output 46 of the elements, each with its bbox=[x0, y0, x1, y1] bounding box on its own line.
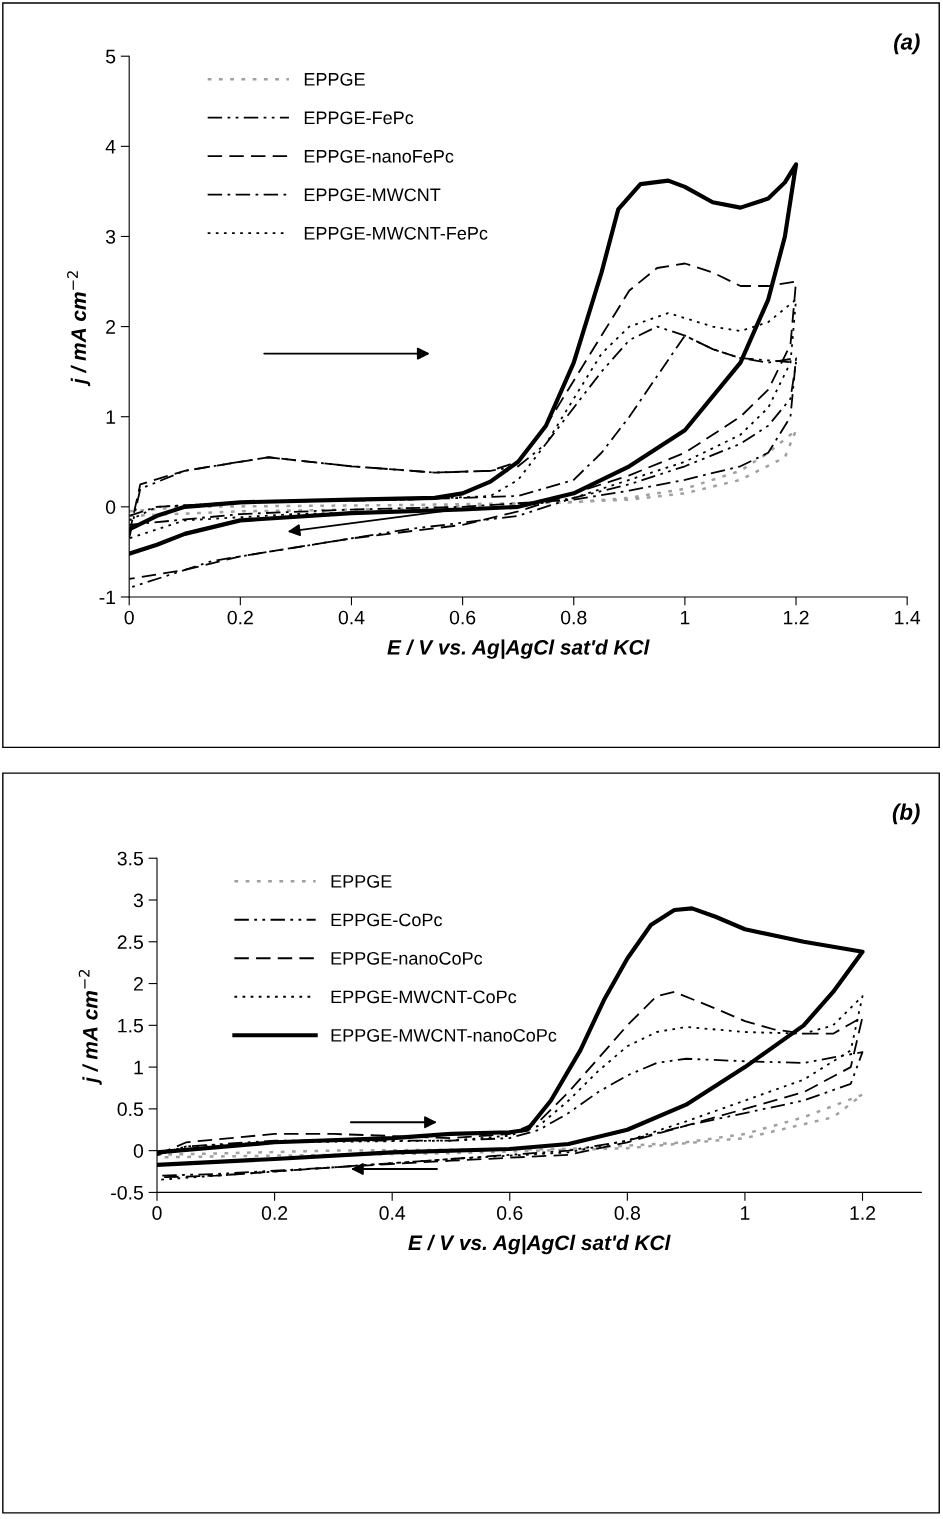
x-tick-label: 0.8 bbox=[614, 1206, 641, 1220]
legend-label: EPPGE bbox=[304, 72, 365, 86]
y-tick-label: 2 bbox=[106, 320, 116, 334]
y-tick-label: -0.5 bbox=[111, 1185, 143, 1200]
x-tick-label: 0.6 bbox=[449, 610, 476, 625]
y-tick-label: 3.5 bbox=[117, 851, 143, 866]
y-tick-label: 5 bbox=[105, 49, 116, 64]
chart-title: (a) bbox=[894, 33, 920, 55]
legend-label: EPPGE-MWCNT-nanoCoPc bbox=[331, 1028, 557, 1042]
y-tick-label: 4 bbox=[105, 140, 116, 154]
x-tick-label: 0.2 bbox=[227, 610, 253, 625]
legend-label: EPPGE-MWCNT bbox=[304, 188, 441, 202]
y-tick-label: 0.5 bbox=[117, 1102, 143, 1117]
x-tick-label: 0.6 bbox=[497, 1206, 523, 1220]
legend-label: EPPGE-MWCNT-FePc bbox=[304, 226, 488, 240]
legend-label: EPPGE-nanoCoPc bbox=[331, 951, 483, 965]
y-axis-title: j / mA cm$^{−2}$ bbox=[67, 271, 91, 387]
y-tick-label: 1.5 bbox=[118, 1018, 143, 1033]
y-tick-label: 1 bbox=[106, 410, 116, 424]
x-tick-label: 1 bbox=[741, 1206, 750, 1220]
x-tick-label: 0.4 bbox=[338, 610, 365, 625]
x-tick-label: 1 bbox=[680, 610, 690, 625]
x-tick-label: 1.2 bbox=[850, 1206, 876, 1220]
y-tick-label: 2 bbox=[133, 977, 143, 991]
y-axis-title: j / mA cm$^{−2}$ bbox=[78, 969, 102, 1086]
x-tick-label: 1.4 bbox=[895, 610, 921, 625]
x-axis-title: E / V vs. Ag|AgCl sat'd KCl bbox=[387, 639, 650, 659]
x-tick-label: 1.2 bbox=[784, 610, 809, 625]
y-tick-label: -1 bbox=[99, 590, 116, 605]
legend-label: EPPGE bbox=[331, 874, 392, 888]
y-tick-label: 3 bbox=[105, 229, 116, 244]
y-tick-label: 0 bbox=[133, 1144, 144, 1158]
y-tick-label: 3 bbox=[133, 893, 143, 908]
legend-label: EPPGE-MWCNT-CoPc bbox=[331, 990, 517, 1004]
x-tick-label: 0.8 bbox=[560, 610, 587, 625]
legend-label: EPPGE-FePc bbox=[304, 111, 414, 125]
x-axis-title: E / V vs. Ag|AgCl sat'd KCl bbox=[408, 1234, 671, 1255]
x-tick-label: 0 bbox=[152, 1206, 162, 1220]
y-tick-label: 0 bbox=[105, 500, 116, 515]
chart-title: (b) bbox=[892, 803, 920, 825]
y-tick-label: 2.5 bbox=[117, 935, 143, 950]
legend-label: EPPGE-CoPc bbox=[331, 913, 442, 927]
x-tick-label: 0.2 bbox=[261, 1206, 288, 1220]
x-tick-label: 0.4 bbox=[379, 1206, 406, 1220]
legend-label: EPPGE-nanoFePc bbox=[304, 149, 454, 163]
y-tick-label: 1 bbox=[134, 1060, 143, 1075]
